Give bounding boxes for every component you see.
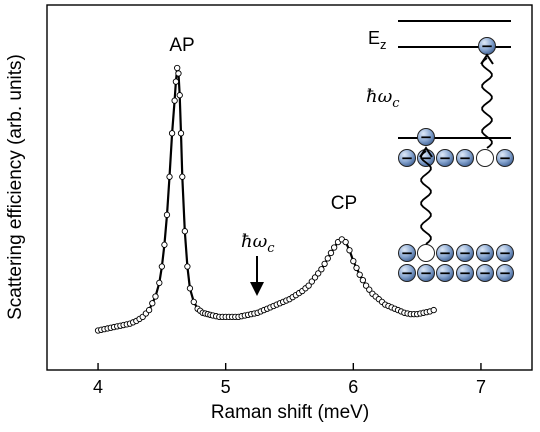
hole <box>417 244 435 262</box>
hole <box>476 149 494 167</box>
svg-text:−: − <box>439 149 452 167</box>
data-point <box>366 286 373 293</box>
x-tick-label: 4 <box>93 377 103 397</box>
electron: − <box>478 37 496 55</box>
x-axis-title: Raman shift (meV) <box>211 402 369 423</box>
electron: − <box>436 149 454 167</box>
electron: − <box>398 244 416 262</box>
spectrum-series <box>94 64 437 334</box>
data-point <box>177 130 185 137</box>
electron: − <box>456 149 474 167</box>
data-point <box>149 300 156 307</box>
x-tick-label: 6 <box>348 377 358 397</box>
svg-text:−: − <box>439 264 452 282</box>
data-point <box>166 173 173 180</box>
wavy-arrow-head <box>480 53 494 65</box>
data-point <box>175 70 182 77</box>
x-tick-label: 7 <box>476 377 486 397</box>
data-point <box>321 260 328 267</box>
data-point <box>145 306 153 314</box>
svg-text:−: − <box>401 244 414 262</box>
data-point <box>318 266 325 273</box>
peak-label-ap: AP <box>169 35 194 56</box>
data-point <box>181 228 188 235</box>
cyclotron-energy-label: ħωc <box>241 231 275 256</box>
data-point <box>342 238 349 246</box>
peak-label-cp: CP <box>331 193 357 214</box>
x-axis-ticks: 4 5 6 7 <box>93 363 486 397</box>
data-point <box>324 255 331 262</box>
data-point <box>186 285 194 292</box>
svg-text:−: − <box>401 149 414 167</box>
data-point <box>327 249 335 257</box>
data-point <box>362 282 370 289</box>
spectrum-line <box>97 67 435 332</box>
data-point <box>331 244 338 251</box>
electron: − <box>496 244 514 262</box>
plot-frame <box>46 4 533 371</box>
electron: − <box>456 264 474 282</box>
electron: − <box>476 244 494 262</box>
data-point <box>430 306 437 314</box>
wavy-arrow <box>420 150 432 245</box>
svg-text:−: − <box>459 264 472 282</box>
y-axis-title: Scattering efficiency (arb. units) <box>5 54 26 320</box>
ez-label: Ez <box>368 28 387 52</box>
electron: − <box>496 149 514 167</box>
data-point <box>315 270 322 277</box>
svg-text:−: − <box>499 149 512 167</box>
wavy-arrow-head <box>419 146 433 158</box>
data-point <box>308 278 315 285</box>
data-point <box>350 257 357 265</box>
svg-text:−: − <box>439 244 452 262</box>
data-point <box>356 271 363 278</box>
svg-text:−: − <box>459 149 472 167</box>
data-point <box>161 241 168 248</box>
electron: − <box>398 264 416 282</box>
cyclotron-arrow-head <box>250 282 264 296</box>
wavy-arrow <box>481 57 493 149</box>
data-point <box>171 97 178 104</box>
data-point <box>353 264 360 272</box>
data-point <box>346 247 353 254</box>
electron: − <box>398 149 416 167</box>
data-point <box>158 263 166 270</box>
svg-text:−: − <box>499 264 512 282</box>
data-point <box>305 282 312 289</box>
svg-text:−: − <box>420 264 433 282</box>
svg-text:−: − <box>479 244 492 262</box>
data-point <box>179 173 186 180</box>
data-point <box>184 263 191 270</box>
svg-text:−: − <box>479 264 492 282</box>
electron: − <box>476 264 494 282</box>
data-point <box>359 277 367 284</box>
data-point <box>190 298 197 306</box>
svg-text:−: − <box>401 264 414 282</box>
electron: − <box>417 264 435 282</box>
svg-text:−: − <box>499 244 512 262</box>
svg-text:−: − <box>420 128 433 146</box>
data-point <box>152 293 159 300</box>
electron: − <box>436 244 454 262</box>
data-point <box>168 130 176 137</box>
data-point <box>176 92 183 99</box>
electron: − <box>496 264 514 282</box>
data-point <box>174 64 181 72</box>
excitation-arrows <box>419 53 494 245</box>
electron: − <box>456 244 474 262</box>
data-point <box>156 279 163 287</box>
electron-rows: − − − − −− − − − −− − − − − −−− <box>398 37 514 282</box>
data-point <box>163 211 171 219</box>
electron: − <box>436 264 454 282</box>
svg-text:−: − <box>481 37 494 55</box>
x-tick-label: 5 <box>221 377 231 397</box>
energy-level-inset: Ez ħωc − − − − −− − − − −− − − − − −−− <box>366 20 514 282</box>
data-point <box>311 274 319 281</box>
inset-energy-label: ħωc <box>366 86 400 111</box>
data-point <box>172 78 180 85</box>
electron: − <box>417 128 435 146</box>
svg-text:−: − <box>459 244 472 262</box>
